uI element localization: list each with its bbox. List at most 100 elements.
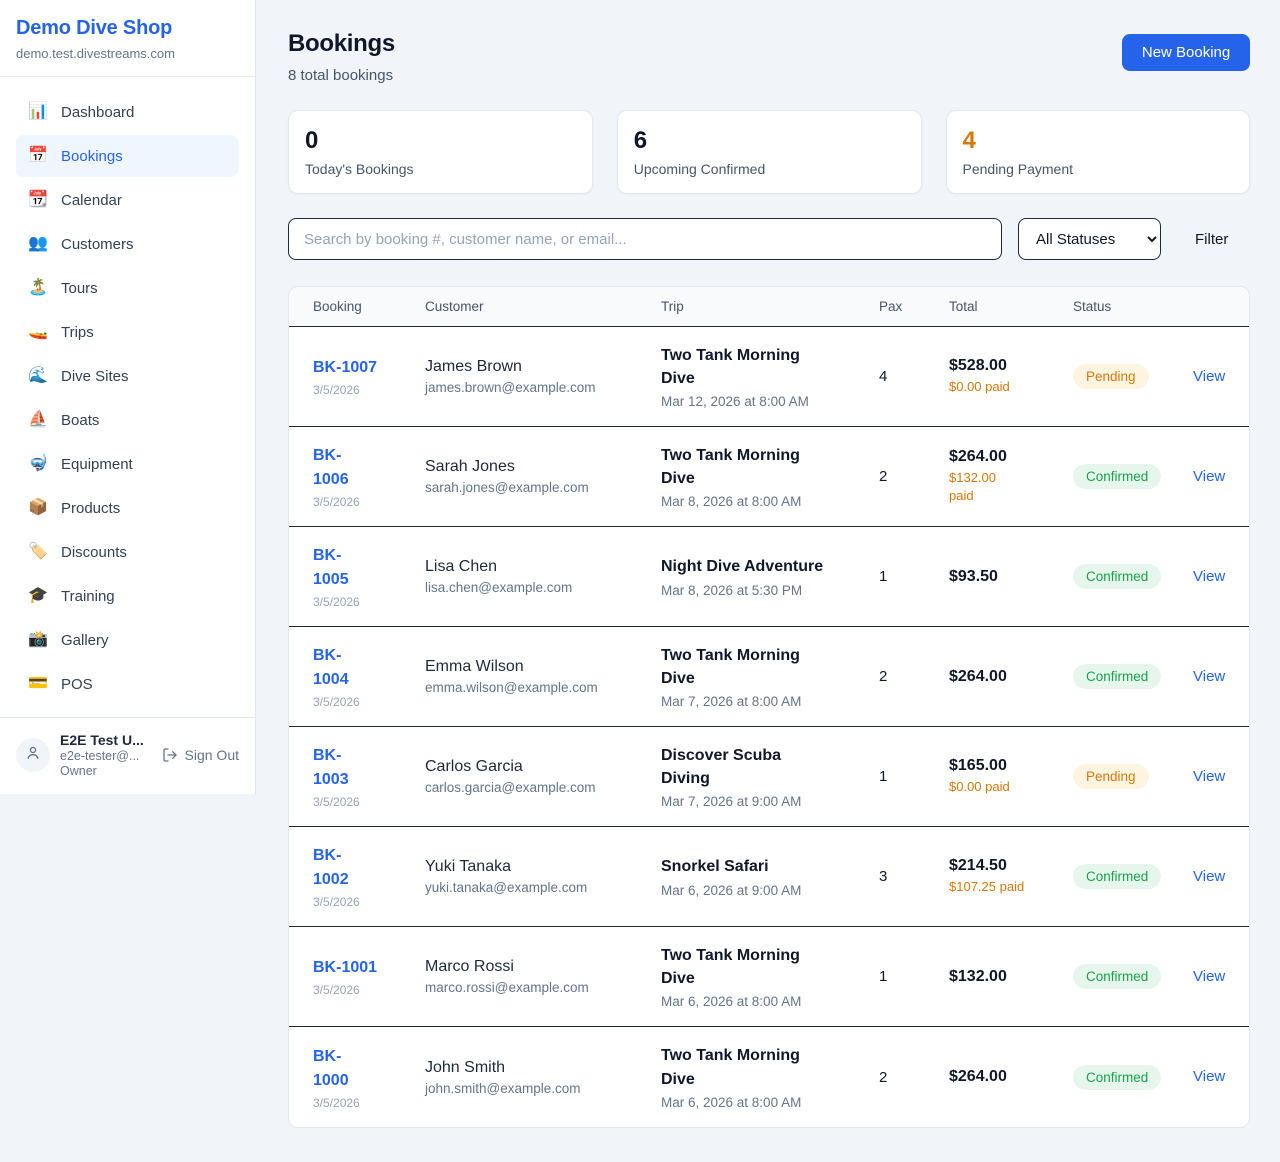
sign-out-button[interactable]: Sign Out [162, 747, 239, 763]
sidebar-item-gallery[interactable]: 📸 Gallery [16, 619, 239, 661]
controls-row: All Statuses Filter [288, 218, 1250, 260]
view-link[interactable]: View [1193, 467, 1226, 485]
booking-id-link[interactable]: BK- 1002 [313, 847, 349, 888]
stat-card: 0 Today's Bookings [288, 110, 593, 194]
sidebar-item-calendar[interactable]: 📆 Calendar [16, 179, 239, 221]
sidebar-item-products[interactable]: 📦 Products [16, 487, 239, 529]
trip-datetime: Mar 12, 2026 at 8:00 AM [661, 394, 809, 410]
booking-id-link[interactable]: BK- 1003 [313, 747, 349, 788]
trip-cell: Snorkel Safari Mar 6, 2026 at 9:00 AM [661, 855, 879, 897]
table-body: BK-1007 3/5/2026 James Brown james.brown… [289, 327, 1250, 1127]
pax-count: 1 [879, 768, 888, 785]
pax-count: 1 [879, 968, 888, 985]
stat-card: 6 Upcoming Confirmed [616, 110, 922, 194]
total-cell: $264.00 $132.00 paid [949, 448, 1073, 505]
customer-name: Carlos Garcia [425, 758, 523, 775]
stat-card: 4 Pending Payment [945, 110, 1251, 194]
total-cell: $264.00 [949, 1068, 1073, 1086]
sidebar-item-equipment[interactable]: 🤿 Equipment [16, 443, 239, 485]
trip-name: Two Tank Morning Dive [661, 346, 800, 387]
table-row: BK- 1006 3/5/2026 Sarah Jones sarah.jones… [289, 427, 1250, 527]
view-link[interactable]: View [1193, 1068, 1226, 1085]
table-row: BK- 1004 3/5/2026 Emma Wilson emma.wilson… [289, 627, 1250, 727]
status-cell: Confirmed [1073, 464, 1193, 489]
sidebar-item-tours[interactable]: 🏝️ Tours [16, 267, 239, 309]
booking-cell: BK-1001 3/5/2026 [313, 956, 425, 997]
sidebar-item-dashboard[interactable]: 📊 Dashboard [16, 91, 239, 133]
booking-id-link[interactable]: BK- 1004 [313, 647, 349, 688]
customer-cell: Yuki Tanaka yuki.tanaka@example.com [425, 858, 661, 895]
trip-cell: Discover Scuba Diving Mar 7, 2026 at 9:0… [661, 744, 879, 809]
view-link[interactable]: View [1193, 767, 1226, 785]
paid-amount: $0.00 paid [949, 378, 1010, 394]
paid-amount: $0.00 paid [949, 778, 1010, 794]
user-name: E2E Test U... [60, 732, 144, 748]
stats-row: 0 Today's Bookings 6 Upcoming Confirmed … [288, 110, 1251, 194]
booking-id-link[interactable]: BK-1007 [313, 359, 378, 376]
tours-icon: 🏝️ [28, 279, 48, 296]
view-link[interactable]: View [1193, 667, 1226, 685]
customer-name: Emma Wilson [425, 658, 524, 675]
stat-label: Pending Payment [962, 161, 1074, 178]
trip-datetime: Mar 7, 2026 at 8:00 AM [661, 694, 802, 710]
status-badge: Confirmed [1073, 464, 1162, 489]
dashboard-icon: 📊 [28, 103, 48, 120]
customer-email: emma.wilson@example.com [425, 680, 598, 695]
pos-icon: 💳 [28, 675, 48, 692]
trip-datetime: Mar 6, 2026 at 9:00 AM [661, 882, 802, 898]
view-link[interactable]: View [1193, 567, 1226, 585]
user-email: e2e-tester@... [60, 749, 140, 763]
main-content: Bookings 8 total bookings New Booking 0 … [256, 0, 1280, 1158]
customer-name: John Smith [425, 1058, 506, 1076]
page-header: Bookings 8 total bookings New Booking [288, 30, 1251, 84]
booking-date: 3/5/2026 [313, 595, 360, 609]
filter-button[interactable]: Filter [1177, 231, 1244, 248]
sidebar-item-training[interactable]: 🎓 Training [16, 575, 239, 617]
booking-id-link[interactable]: BK- 1000 [313, 1047, 349, 1089]
booking-id-link[interactable]: BK- 1006 [313, 447, 349, 488]
booking-id-link[interactable]: BK- 1005 [313, 547, 349, 588]
trip-cell: Two Tank Morning Dive Mar 6, 2026 at 8:0… [661, 1044, 879, 1109]
sidebar-item-label: Boats [61, 411, 100, 429]
sidebar-item-discounts[interactable]: 🏷️ Discounts [16, 531, 239, 573]
sidebar-item-dive-sites[interactable]: 🌊 Dive Sites [16, 355, 239, 397]
view-link[interactable]: View [1193, 367, 1226, 385]
sidebar-item-label: Dashboard [61, 103, 135, 121]
booking-id-link[interactable]: BK-1001 [313, 959, 378, 976]
search-input[interactable] [288, 218, 1002, 260]
status-badge: Confirmed [1073, 664, 1162, 689]
pax-count: 2 [879, 1068, 888, 1086]
view-link[interactable]: View [1193, 967, 1226, 985]
trip-datetime: Mar 8, 2026 at 8:00 AM [661, 494, 802, 510]
stat-label: Today's Bookings [305, 161, 414, 178]
status-badge: Confirmed [1073, 564, 1162, 589]
status-cell: Pending [1073, 364, 1193, 389]
view-cell: View [1193, 1068, 1225, 1086]
pax-count: 2 [879, 668, 888, 685]
column-header-trip: Trip [661, 299, 684, 314]
customer-email: john.smith@example.com [425, 1080, 581, 1096]
trips-icon: 🚤 [28, 323, 48, 340]
sidebar-item-customers[interactable]: 👥 Customers [16, 223, 239, 265]
trip-name: Snorkel Safari [661, 858, 769, 876]
sidebar-item-trips[interactable]: 🚤 Trips [16, 311, 239, 353]
trip-cell: Two Tank Morning Dive Mar 12, 2026 at 8:… [661, 344, 879, 409]
sidebar-item-boats[interactable]: ⛵ Boats [16, 399, 239, 441]
user-role: Owner [60, 764, 97, 778]
trip-datetime: Mar 7, 2026 at 9:00 AM [661, 794, 802, 810]
shop-header: Demo Dive Shop demo.test.divestreams.com [0, 0, 255, 77]
total-cell: $93.50 [949, 568, 1073, 586]
new-booking-button[interactable]: New Booking [1121, 34, 1251, 71]
sidebar-item-bookings[interactable]: 📅 Bookings [16, 135, 239, 177]
sidebar-item-pos[interactable]: 💳 POS [16, 663, 239, 705]
view-link[interactable]: View [1193, 867, 1226, 885]
status-filter-select[interactable]: All Statuses [1018, 218, 1161, 260]
customer-name: Sarah Jones [425, 458, 515, 475]
stat-value: 6 [633, 127, 648, 154]
booking-date: 3/5/2026 [313, 983, 360, 997]
stat-label: Upcoming Confirmed [633, 161, 766, 178]
customer-cell: Lisa Chen lisa.chen@example.com [425, 558, 661, 595]
trip-name: Night Dive Adventure [661, 558, 824, 576]
pax-count: 1 [879, 568, 888, 585]
